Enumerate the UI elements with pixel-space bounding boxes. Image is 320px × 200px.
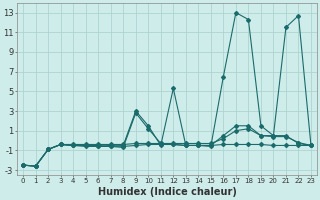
X-axis label: Humidex (Indice chaleur): Humidex (Indice chaleur)	[98, 187, 236, 197]
